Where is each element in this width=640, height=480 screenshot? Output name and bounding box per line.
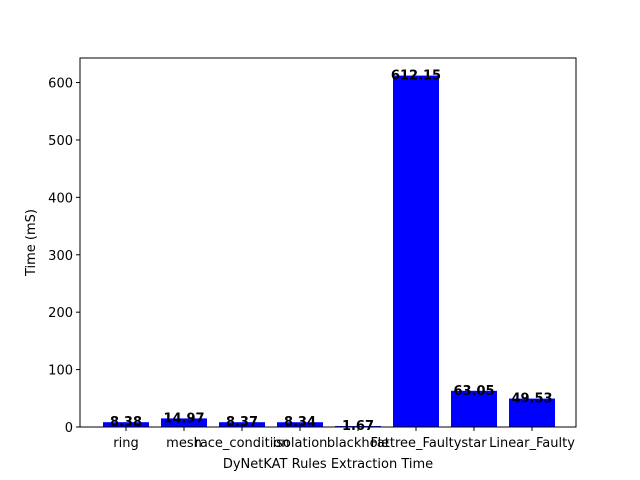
x-tick-label-star: star: [461, 436, 487, 451]
x-tick-label-Fattree_Faulty: Fattree_Faulty: [371, 436, 462, 451]
y-axis-label: Time (mS): [24, 209, 39, 277]
data-label-isolation: 8.34: [284, 415, 316, 430]
x-tick-label-race_condition: race_condition: [194, 436, 289, 451]
y-tick-label-100: 100: [48, 364, 73, 379]
data-label-star: 63.05: [453, 384, 494, 399]
x-tick-label-Linear_Faulty: Linear_Faulty: [489, 436, 575, 451]
y-tick-label-200: 200: [48, 306, 73, 321]
x-tick-label-mesh: mesh: [166, 436, 202, 451]
plot-frame: [79, 57, 577, 428]
bar-Fattree_Faulty: [393, 75, 439, 428]
bar-mesh: [161, 418, 207, 427]
data-label-Fattree_Faulty: 612.15: [391, 69, 441, 84]
y-tick-label-300: 300: [48, 249, 73, 264]
y-tick-label-600: 600: [48, 77, 73, 92]
data-label-ring: 8.38: [110, 415, 142, 430]
bar-isolation: [277, 422, 323, 427]
y-tick-label-0: 0: [65, 421, 73, 436]
data-label-race_condition: 8.37: [226, 415, 258, 430]
bar-race_condition: [219, 422, 265, 427]
bars-group: [103, 75, 555, 428]
x-tick-label-ring: ring: [113, 436, 138, 451]
y-tick-label-400: 400: [48, 191, 73, 206]
y-axis: 0 100 200 300 400 500 600: [48, 77, 80, 436]
data-label-Linear_Faulty: 49.53: [511, 392, 552, 407]
bar-ring: [103, 422, 149, 427]
x-axis-label: DyNetKAT Rules Extraction Time: [223, 457, 433, 472]
data-label-mesh: 14.97: [163, 411, 204, 426]
x-tick-label-blackhole: blackhole: [327, 436, 389, 451]
x-tick-label-isolation: isolation: [273, 436, 328, 451]
bar-Linear_Faulty: [509, 398, 555, 427]
bar-star: [451, 390, 497, 427]
y-tick-label-500: 500: [48, 134, 73, 149]
